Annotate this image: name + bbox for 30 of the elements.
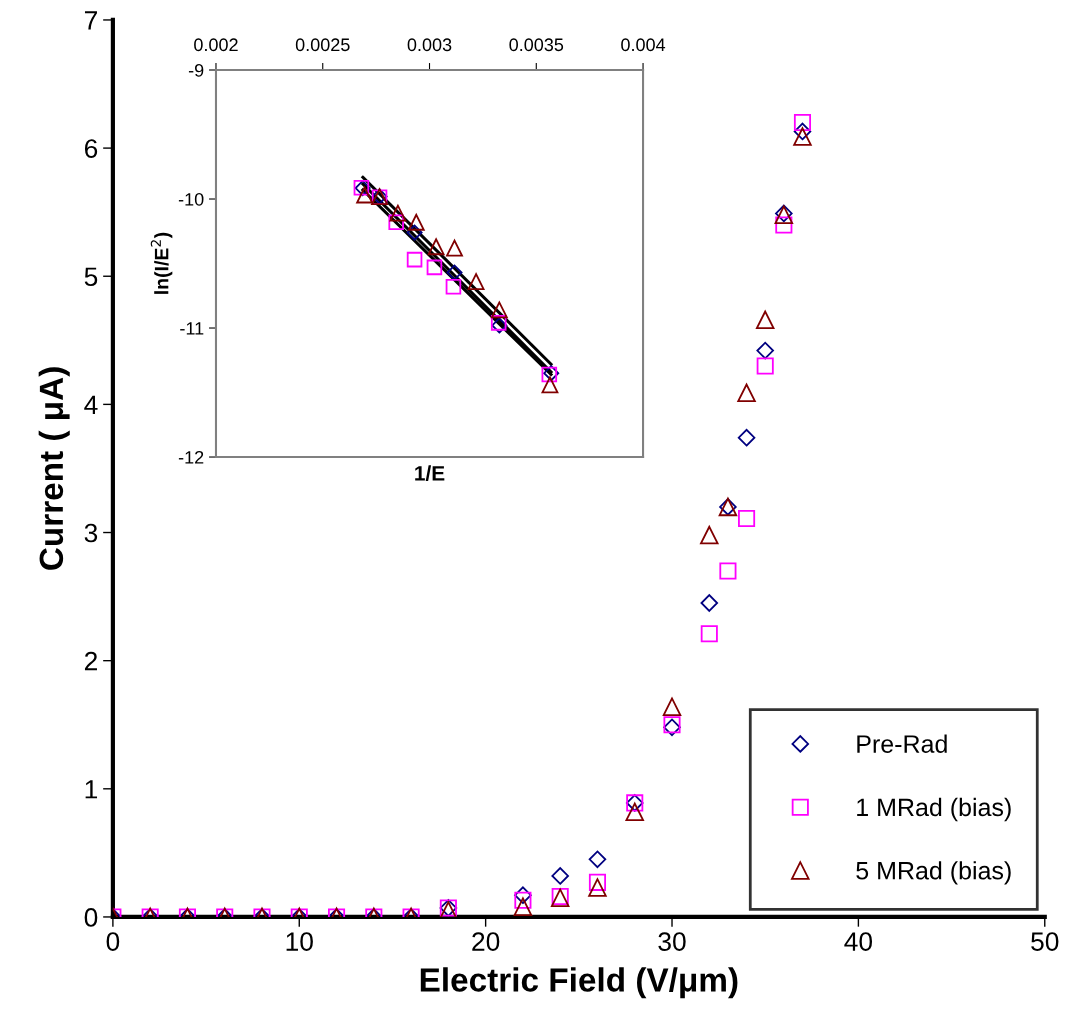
y-tick-label: -12 [178, 450, 204, 464]
y-tick-label: 3 [84, 523, 98, 543]
x-tick-label: 0.002 [194, 38, 238, 52]
x-axis-title: Electric Field (V/μm) [420, 967, 738, 999]
x-tick-label: 40 [844, 932, 873, 951]
y-tick-label: -9 [188, 63, 204, 77]
x-tick-label: 20 [472, 932, 500, 951]
legend-label: 1 MRad (bias) [857, 797, 1011, 822]
y-axis-title: Current ( μA) [38, 367, 70, 570]
y-tick-label: -11 [180, 322, 204, 335]
x-axis-title: 1/E [415, 465, 445, 481]
y-tick-label: -10 [178, 192, 204, 206]
legend-label: 5 MRad (bias) [856, 861, 1011, 885]
x-tick-label: 0.003 [407, 38, 452, 52]
y-tick-label: 5 [84, 267, 98, 287]
y-tick-label: 4 [84, 395, 98, 414]
x-tick-label: 0.004 [621, 38, 666, 52]
x-tick-label: 0.0035 [509, 38, 564, 52]
x-tick-label: 0.0025 [295, 38, 350, 52]
y-tick-label: 6 [84, 139, 98, 158]
y-tick-label: 2 [84, 651, 97, 671]
legend-label: Pre-Rad [857, 734, 947, 753]
x-tick-label: 50 [1031, 932, 1059, 951]
x-tick-label: 10 [286, 932, 313, 951]
y-axis-title: ln(I/E$^{2}$) [150, 232, 173, 294]
y-tick-label: 0 [84, 908, 98, 927]
y-tick-label: 7 [84, 11, 97, 30]
x-tick-label: 0 [106, 932, 120, 951]
y-tick-label: 1 [85, 780, 98, 799]
x-tick-label: 30 [658, 932, 686, 951]
